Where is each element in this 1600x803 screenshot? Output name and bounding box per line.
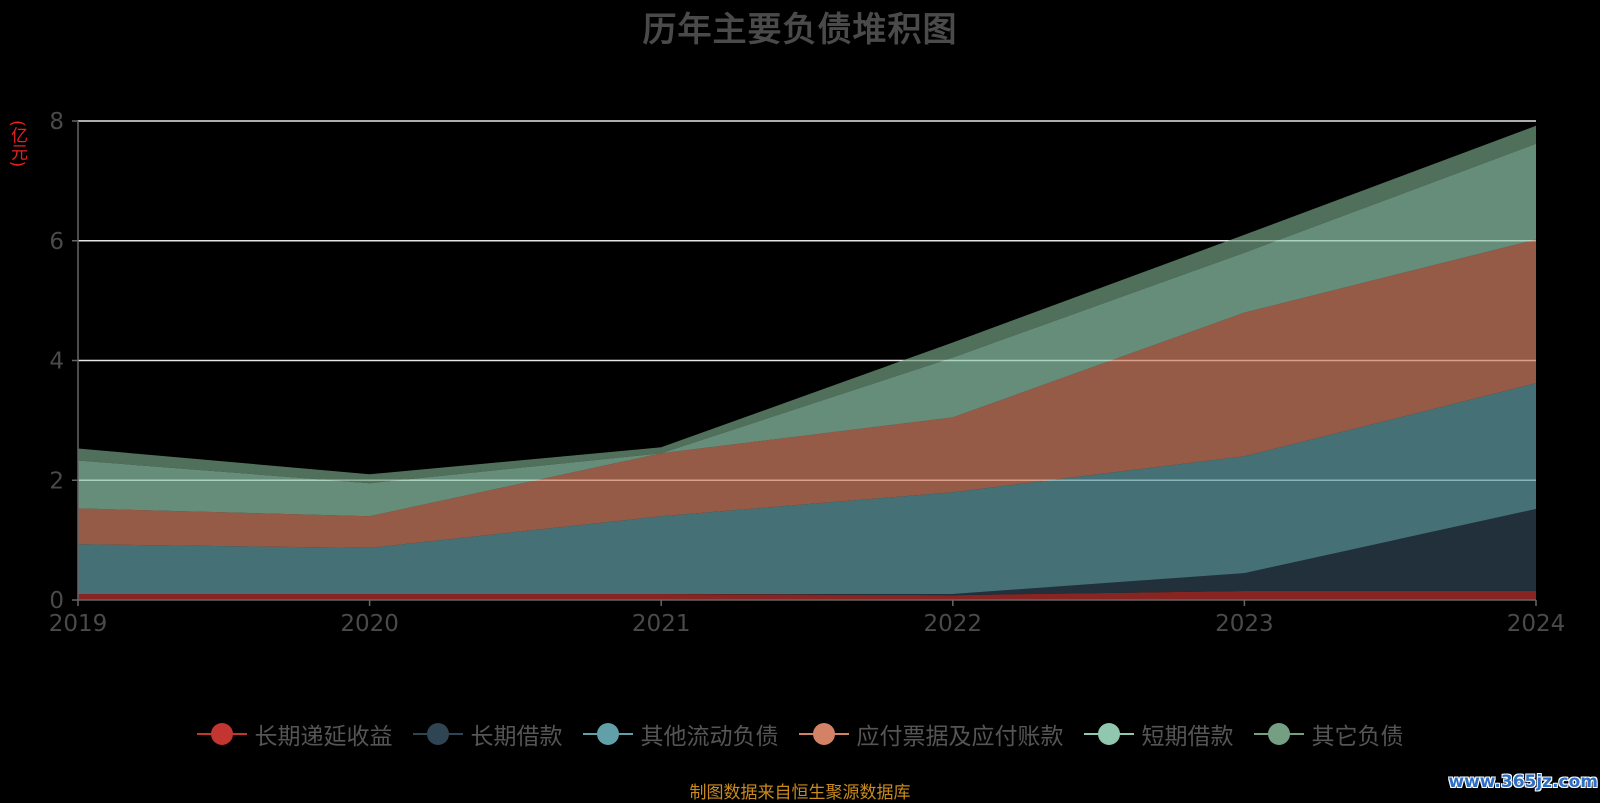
x-tick-label: 2020 bbox=[340, 611, 399, 637]
legend-label: 其它负债 bbox=[1311, 724, 1404, 750]
legend-item[interactable]: 长期递延收益 bbox=[196, 717, 393, 751]
legend-label: 其他流动负债 bbox=[640, 724, 779, 750]
legend-dot-icon bbox=[1097, 723, 1120, 745]
legend-dot-icon bbox=[1267, 723, 1290, 745]
area-series-3 bbox=[78, 383, 1536, 594]
legend-marker-icon bbox=[1253, 722, 1304, 746]
area-series-2 bbox=[78, 509, 1536, 596]
x-tick-label: 2019 bbox=[49, 611, 108, 637]
legend-dot-icon bbox=[426, 723, 449, 745]
y-tick-label: 0 bbox=[49, 588, 64, 614]
legend-marker-icon bbox=[1083, 722, 1134, 746]
legend-dot-icon bbox=[210, 723, 233, 745]
legend-marker-icon bbox=[582, 722, 633, 746]
x-tick-label: 2024 bbox=[1507, 611, 1566, 637]
x-tick-label: 2021 bbox=[632, 611, 691, 637]
chart-title: 历年主要负债堆积图 bbox=[642, 10, 958, 50]
y-tick-label: 4 bbox=[49, 349, 64, 375]
legend-item[interactable]: 其他流动负债 bbox=[582, 717, 779, 751]
y-axis-unit-label: (亿元) bbox=[7, 120, 27, 168]
area-series-1 bbox=[78, 591, 1536, 600]
area-series-4 bbox=[78, 239, 1536, 548]
legend-item[interactable]: 长期借款 bbox=[412, 717, 563, 751]
watermark: www.365jz.com bbox=[1448, 772, 1598, 792]
x-tick-label: 2023 bbox=[1215, 611, 1274, 637]
legend: 长期递延收益 长期借款 其他流动负债 应付票据及应付账款 短期借款 其它负债 bbox=[0, 716, 1600, 752]
legend-item[interactable]: 其它负债 bbox=[1253, 717, 1404, 751]
y-tick-label: 6 bbox=[49, 229, 64, 255]
y-tick-label: 8 bbox=[49, 109, 64, 135]
legend-dot-icon bbox=[596, 723, 619, 745]
legend-dot-icon bbox=[812, 723, 835, 745]
legend-marker-icon bbox=[412, 722, 463, 746]
legend-marker-icon bbox=[798, 722, 849, 746]
x-tick-label: 2022 bbox=[924, 611, 983, 637]
legend-label: 应付票据及应付账款 bbox=[856, 724, 1064, 750]
y-tick-label: 2 bbox=[49, 468, 64, 494]
legend-label: 长期递延收益 bbox=[254, 724, 393, 750]
area-series-5 bbox=[78, 143, 1536, 517]
legend-label: 长期借款 bbox=[470, 724, 563, 750]
legend-item[interactable]: 短期借款 bbox=[1083, 717, 1234, 751]
legend-item[interactable]: 应付票据及应付账款 bbox=[798, 717, 1064, 751]
legend-label: 短期借款 bbox=[1141, 724, 1234, 750]
source-note: 制图数据来自恒生聚源数据库 bbox=[689, 783, 911, 803]
legend-marker-icon bbox=[196, 722, 247, 746]
